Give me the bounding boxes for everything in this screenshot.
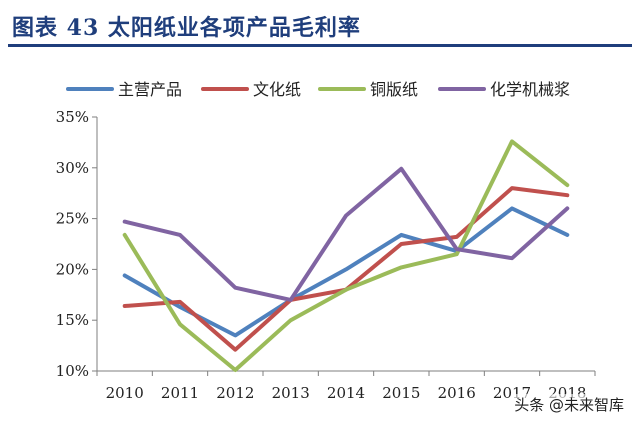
y-tick-label: 20% bbox=[56, 260, 89, 278]
series-line-4 bbox=[122, 166, 570, 302]
x-tick-label: 2014 bbox=[327, 384, 365, 402]
y-tick-label: 10% bbox=[56, 362, 89, 380]
y-tick-label: 25% bbox=[56, 210, 89, 228]
x-tick-label: 2011 bbox=[161, 384, 199, 402]
legend-label-4: 化学机械浆 bbox=[490, 80, 570, 99]
watermark-text: 头条 @未来智库 bbox=[512, 394, 626, 415]
x-tick-label: 2013 bbox=[272, 384, 310, 402]
series-line-1 bbox=[122, 206, 570, 338]
y-tick-label: 30% bbox=[56, 159, 89, 177]
y-tick-label: 35% bbox=[56, 108, 89, 126]
x-tick-label: 2012 bbox=[216, 384, 254, 402]
chart-title: 图表 43 太阳纸业各项产品毛利率 bbox=[12, 15, 361, 41]
legend-label-1: 主营产品 bbox=[118, 80, 182, 99]
x-tick-label: 2016 bbox=[438, 384, 476, 402]
y-tick-label: 15% bbox=[56, 311, 89, 329]
series-line-3 bbox=[122, 139, 570, 372]
x-tick-label: 2010 bbox=[106, 384, 144, 402]
legend-label-2: 文化纸 bbox=[253, 80, 301, 99]
legend-label-3: 铜版纸 bbox=[370, 80, 418, 99]
title-underline bbox=[8, 44, 632, 47]
x-tick-label: 2015 bbox=[382, 384, 420, 402]
